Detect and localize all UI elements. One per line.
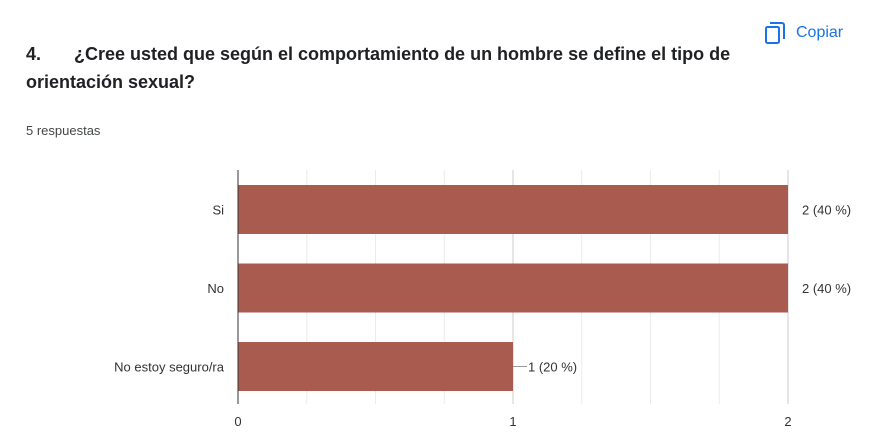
copy-label: Copiar xyxy=(796,24,844,41)
copy-button[interactable]: Copiar xyxy=(764,18,843,48)
data-label: 1 (20 %) xyxy=(528,360,577,375)
data-label: 2 (40 %) xyxy=(802,203,851,218)
x-tick-label: 0 xyxy=(234,414,241,429)
x-tick-label: 1 xyxy=(509,414,516,429)
bar xyxy=(238,185,788,234)
data-label: 2 (40 %) xyxy=(802,281,851,296)
response-count: 5 respuestas xyxy=(26,123,101,138)
bar xyxy=(238,263,788,313)
question-number: 4. xyxy=(26,44,42,64)
category-label: Si xyxy=(212,203,224,218)
question-text: ¿Cree usted que según el comportamiento … xyxy=(26,44,731,92)
bar xyxy=(238,342,513,391)
category-label: No estoy seguro/ra xyxy=(114,360,225,375)
question-title: 4. ¿Cree usted que según el comportamient… xyxy=(26,40,756,96)
copy-icon xyxy=(764,21,786,45)
x-tick-label: 2 xyxy=(784,414,791,429)
category-label: No xyxy=(207,281,224,296)
